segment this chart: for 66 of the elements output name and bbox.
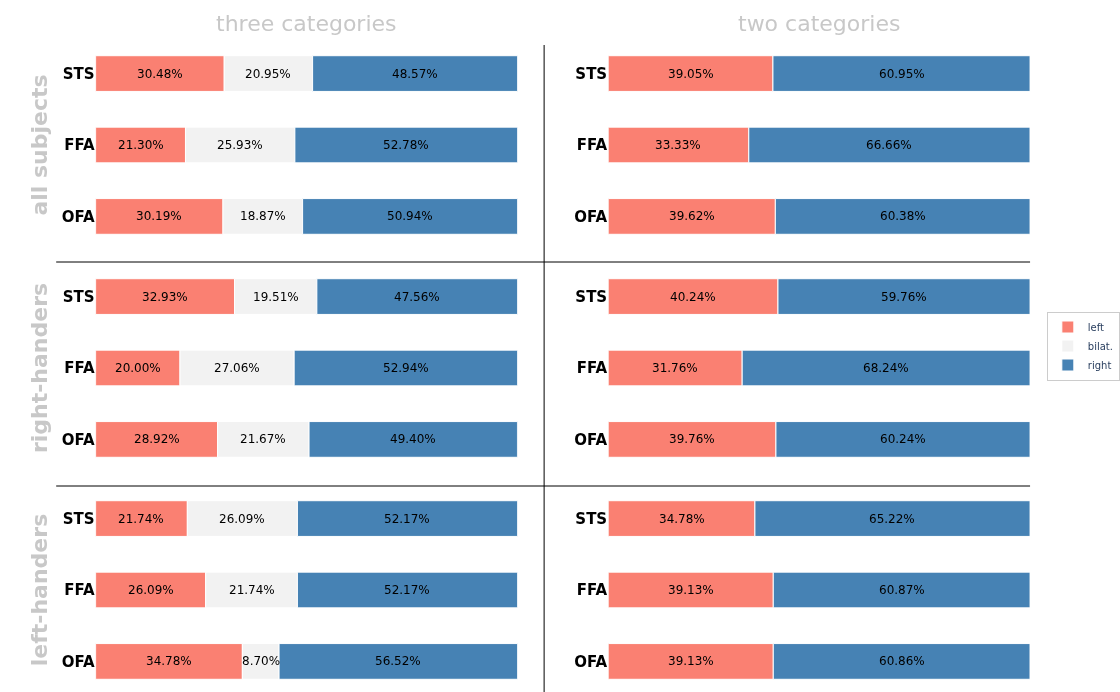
y-tick-label: STS (62, 64, 95, 83)
y-tick-label: FFA (576, 359, 608, 378)
y-tick-label: OFA (61, 652, 95, 671)
legend-label: left (1087, 321, 1105, 333)
data-label: 19.51% (253, 290, 299, 304)
data-label: 39.76% (669, 432, 715, 446)
y-tick-label: STS (62, 287, 95, 306)
y-tick-label: FFA (576, 581, 608, 600)
data-label: 60.86% (879, 654, 925, 668)
data-label: 39.13% (668, 583, 714, 597)
data-label: 26.09% (219, 512, 265, 526)
data-label: 52.94% (383, 361, 429, 375)
data-label: 20.95% (245, 67, 291, 81)
data-label: 68.24% (863, 361, 909, 375)
data-label: 25.93% (217, 138, 263, 152)
data-label: 21.67% (240, 432, 286, 446)
data-label: 26.09% (128, 583, 174, 597)
y-tick-label: OFA (574, 430, 608, 449)
data-label: 60.24% (880, 432, 926, 446)
data-label: 18.87% (240, 209, 286, 223)
y-tick-label: FFA (576, 136, 608, 155)
data-label: 20.00% (115, 361, 161, 375)
y-tick-label: STS (62, 509, 95, 528)
data-label: 21.74% (229, 583, 275, 597)
data-label: 60.87% (879, 583, 925, 597)
data-label: 27.06% (214, 361, 260, 375)
data-label: 49.40% (390, 432, 436, 446)
y-tick-label: OFA (61, 207, 95, 226)
y-tick-label: OFA (61, 430, 95, 449)
legend-label: bilat. (1087, 340, 1113, 352)
data-label: 21.74% (118, 512, 164, 526)
data-label: 60.38% (880, 209, 926, 223)
y-tick-label: STS (575, 64, 608, 83)
data-label: 34.78% (146, 654, 192, 668)
data-label: 30.48% (137, 67, 183, 81)
y-tick-label: FFA (64, 359, 95, 378)
data-label: 39.13% (668, 654, 714, 668)
data-label: 59.76% (881, 290, 927, 304)
data-label: 39.62% (669, 209, 715, 223)
y-tick-label: STS (575, 287, 608, 306)
data-label: 21.30% (118, 138, 164, 152)
data-label: 65.22% (869, 512, 915, 526)
y-tick-label: OFA (574, 652, 608, 671)
data-label: 30.19% (136, 209, 182, 223)
data-label: 33.33% (655, 138, 701, 152)
data-label: 52.17% (384, 583, 430, 597)
data-label: 66.66% (866, 138, 912, 152)
data-label: 39.05% (668, 67, 714, 81)
data-label: 52.78% (383, 138, 429, 152)
data-label: 32.93% (142, 290, 188, 304)
data-label: 48.57% (392, 67, 438, 81)
y-tick-label: FFA (64, 136, 95, 155)
legend-label: right (1087, 359, 1112, 371)
data-label: 50.94% (387, 209, 433, 223)
data-label: 34.78% (659, 512, 705, 526)
y-tick-label: STS (575, 509, 608, 528)
y-tick-label: FFA (64, 581, 95, 600)
data-label: 28.92% (134, 432, 180, 446)
data-label: 47.56% (394, 290, 440, 304)
data-label: 8.70% (242, 654, 281, 668)
y-tick-label: OFA (574, 207, 608, 226)
data-label: 40.24% (670, 290, 716, 304)
data-label: 56.52% (375, 654, 421, 668)
data-label: 31.76% (652, 361, 698, 375)
data-label: 52.17% (384, 512, 430, 526)
data-label: 60.95% (879, 67, 925, 81)
